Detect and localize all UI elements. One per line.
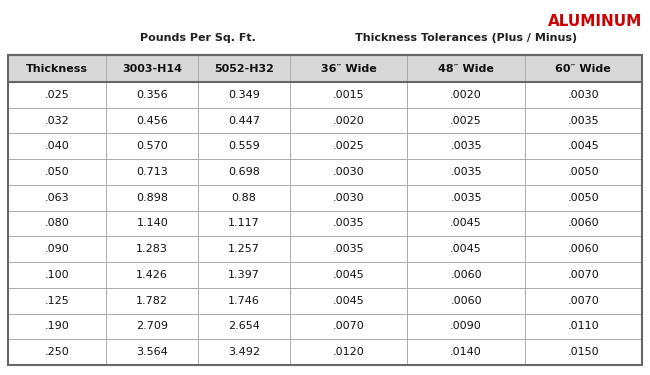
Text: .0060: .0060 [450, 296, 482, 306]
Text: 60″ Wide: 60″ Wide [556, 63, 611, 74]
Text: .0060: .0060 [567, 219, 599, 228]
Text: .100: .100 [45, 270, 70, 280]
Text: 0.559: 0.559 [228, 141, 260, 152]
Text: .0060: .0060 [567, 244, 599, 254]
Text: .0030: .0030 [567, 90, 599, 100]
Text: .090: .090 [45, 244, 70, 254]
Text: .080: .080 [45, 219, 70, 228]
Text: .0030: .0030 [333, 167, 365, 177]
Text: .0035: .0035 [333, 244, 365, 254]
Text: .0070: .0070 [567, 296, 599, 306]
Text: 0.456: 0.456 [136, 116, 168, 126]
Text: 36″ Wide: 36″ Wide [321, 63, 376, 74]
Text: .0140: .0140 [450, 347, 482, 357]
Text: .0045: .0045 [450, 244, 482, 254]
Text: .0035: .0035 [450, 141, 482, 152]
Text: .0035: .0035 [333, 219, 365, 228]
Text: Thickness Tolerances (Plus / Minus): Thickness Tolerances (Plus / Minus) [355, 33, 577, 43]
Text: .0020: .0020 [450, 90, 482, 100]
Text: 0.570: 0.570 [136, 141, 168, 152]
Text: .063: .063 [45, 193, 70, 203]
Text: .0045: .0045 [333, 296, 365, 306]
Text: .0030: .0030 [333, 193, 365, 203]
Text: .040: .040 [45, 141, 70, 152]
Text: 48″ Wide: 48″ Wide [438, 63, 494, 74]
Text: .0070: .0070 [333, 321, 365, 332]
Text: .0015: .0015 [333, 90, 365, 100]
Text: .0050: .0050 [567, 167, 599, 177]
Text: .0060: .0060 [450, 270, 482, 280]
Text: 1.283: 1.283 [136, 244, 168, 254]
Text: 2.709: 2.709 [136, 321, 168, 332]
Text: 1.140: 1.140 [136, 219, 168, 228]
Text: .0050: .0050 [567, 193, 599, 203]
Text: 1.397: 1.397 [228, 270, 260, 280]
Text: 0.713: 0.713 [136, 167, 168, 177]
Text: 0.447: 0.447 [228, 116, 260, 126]
Text: .0035: .0035 [450, 167, 482, 177]
Text: .0120: .0120 [333, 347, 365, 357]
Text: 1.782: 1.782 [136, 296, 168, 306]
Text: .250: .250 [45, 347, 70, 357]
Text: 1.117: 1.117 [228, 219, 260, 228]
Text: ALUMINUM: ALUMINUM [548, 14, 642, 29]
Text: .0110: .0110 [567, 321, 599, 332]
Text: 0.88: 0.88 [232, 193, 257, 203]
Text: Pounds Per Sq. Ft.: Pounds Per Sq. Ft. [140, 33, 256, 43]
Text: Thickness: Thickness [26, 63, 88, 74]
Text: 5052-H32: 5052-H32 [214, 63, 274, 74]
Text: .0070: .0070 [567, 270, 599, 280]
Text: 0.349: 0.349 [228, 90, 260, 100]
Bar [8, 55, 642, 365]
Text: .190: .190 [45, 321, 70, 332]
Text: .032: .032 [45, 116, 70, 126]
Text: 0.898: 0.898 [136, 193, 168, 203]
Text: .050: .050 [45, 167, 70, 177]
Text: 1.746: 1.746 [228, 296, 260, 306]
Text: 0.356: 0.356 [136, 90, 168, 100]
Text: 1.257: 1.257 [228, 244, 260, 254]
Text: 3.492: 3.492 [228, 347, 260, 357]
Text: .0035: .0035 [567, 116, 599, 126]
Text: 3.564: 3.564 [136, 347, 168, 357]
Text: .0150: .0150 [567, 347, 599, 357]
Text: .0020: .0020 [333, 116, 365, 126]
Text: 3003-H14: 3003-H14 [122, 63, 182, 74]
Text: .0045: .0045 [450, 219, 482, 228]
Text: 1.426: 1.426 [136, 270, 168, 280]
Text: .0045: .0045 [333, 270, 365, 280]
Text: .0025: .0025 [450, 116, 482, 126]
Bar [8, 55, 642, 82]
Text: 2.654: 2.654 [228, 321, 260, 332]
Text: 0.698: 0.698 [228, 167, 260, 177]
Text: .0045: .0045 [567, 141, 599, 152]
Text: .0090: .0090 [450, 321, 482, 332]
Text: .0025: .0025 [333, 141, 365, 152]
Text: .025: .025 [45, 90, 70, 100]
Text: .0035: .0035 [450, 193, 482, 203]
Text: .125: .125 [45, 296, 70, 306]
